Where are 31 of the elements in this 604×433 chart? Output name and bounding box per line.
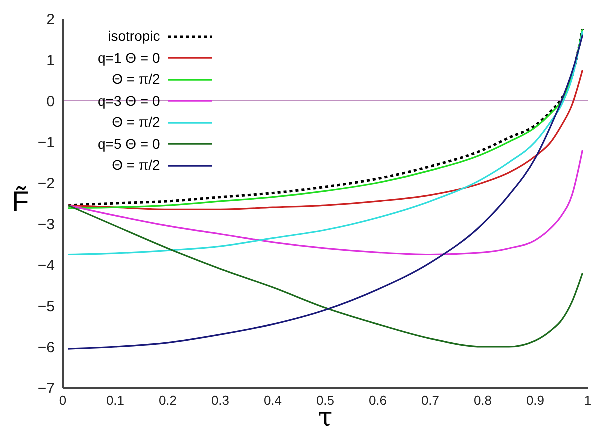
- y-tick-label: −6: [38, 339, 55, 356]
- x-tick-label: 0: [59, 393, 67, 408]
- x-tick-label: 0.6: [368, 393, 388, 408]
- x-tick-label: 1: [584, 393, 592, 408]
- legend-label: q=1 Θ = 0: [98, 48, 160, 68]
- y-tick-label: 1: [46, 52, 55, 70]
- line-series: [67, 30, 584, 256]
- x-tick-label: 0.2: [158, 393, 178, 408]
- x-tick-label: 0.5: [316, 393, 335, 408]
- y-tick-label: −2: [38, 175, 55, 192]
- x-tick-label: 0.4: [264, 393, 282, 408]
- x-tick-label: 0.7: [421, 393, 440, 408]
- y-tick-label: −1: [38, 134, 55, 152]
- y-tick-label: −5: [38, 298, 55, 316]
- x-tick-label: 0.9: [526, 393, 545, 408]
- y-tick-label: 2: [46, 11, 55, 28]
- x-tick-label: 0.8: [474, 393, 492, 408]
- y-tick-label: −4: [38, 257, 55, 274]
- legend-label: q=5 Θ = 0: [98, 134, 160, 154]
- x-tick-label: 0.3: [211, 393, 230, 408]
- legend-label: Θ = π/2: [112, 156, 160, 175]
- legend-label: Θ = π/2: [112, 70, 160, 89]
- legend-label: q=3 Θ = 0: [98, 92, 160, 111]
- legend-label: isotropic: [108, 27, 160, 46]
- y-tick-label: −3: [38, 216, 55, 234]
- x-tick-label: 0.1: [106, 393, 125, 408]
- line-series: [67, 204, 584, 348]
- y-tick-label: −7: [38, 380, 55, 398]
- y-tick-label: 0: [46, 93, 55, 110]
- y-axis-title: F̃: [12, 186, 30, 218]
- legend-label: Θ = π/2: [112, 113, 160, 132]
